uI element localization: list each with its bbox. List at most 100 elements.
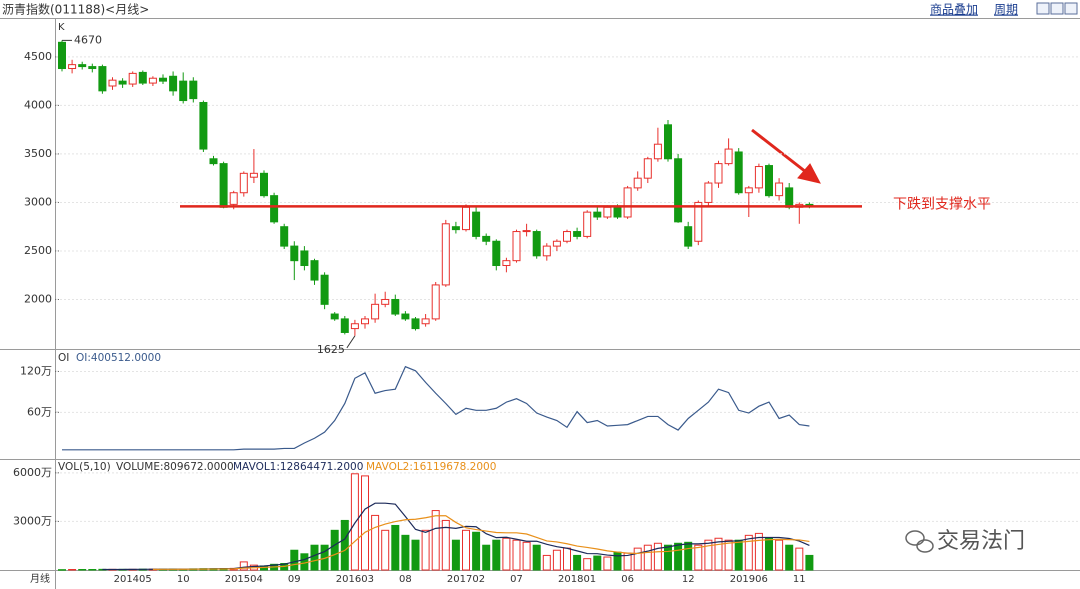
candle-body bbox=[159, 77, 167, 82]
frame bbox=[0, 18, 1080, 589]
candle-body bbox=[229, 192, 238, 205]
y-tick-label: 3000 bbox=[24, 195, 52, 208]
y-tick-label: 4500 bbox=[24, 50, 52, 63]
candle-body bbox=[583, 211, 592, 237]
candle-body bbox=[189, 80, 198, 100]
header-bar bbox=[0, 0, 1080, 18]
candle-body bbox=[694, 201, 703, 242]
volume-bar bbox=[744, 534, 753, 571]
y-tick-label: 6000万 bbox=[13, 466, 52, 479]
candle-body bbox=[148, 77, 157, 84]
candle-body bbox=[199, 101, 208, 150]
candle-body bbox=[532, 231, 541, 257]
candle-body bbox=[724, 148, 733, 165]
overlay-link[interactable]: 商品叠加 bbox=[930, 2, 978, 17]
volume-bar bbox=[472, 531, 481, 571]
candle-body bbox=[472, 211, 481, 237]
volume-bar bbox=[482, 544, 491, 571]
x-tick-label: 08 bbox=[399, 574, 412, 585]
arrow-head bbox=[797, 163, 821, 184]
x-tick-label: 201801 bbox=[558, 574, 596, 585]
x-tick-label: 11 bbox=[793, 574, 806, 585]
candle-body bbox=[219, 163, 228, 208]
arrow-shaft bbox=[751, 128, 807, 174]
y-tick-label: 3500 bbox=[24, 147, 52, 160]
button[interactable] bbox=[1036, 2, 1050, 15]
volume-bar bbox=[714, 537, 723, 571]
candle-body bbox=[179, 80, 188, 102]
volume-bar bbox=[593, 555, 602, 571]
volume-bar bbox=[411, 539, 420, 571]
x-tick-label: 201906 bbox=[730, 574, 768, 585]
legend-entry: MAVOL2:16119678.2000 bbox=[366, 461, 496, 473]
icon bbox=[905, 530, 925, 546]
candle-body bbox=[593, 211, 602, 218]
candle-body bbox=[58, 41, 66, 70]
candle-body bbox=[138, 71, 147, 84]
low-label: 1625 bbox=[317, 343, 345, 356]
period-link[interactable]: 周期 bbox=[994, 3, 1018, 17]
volume-bar bbox=[664, 544, 672, 571]
volume-bar bbox=[694, 544, 703, 571]
volume-bar bbox=[542, 554, 551, 571]
candle-body bbox=[128, 72, 137, 85]
x-tick-label: 12 bbox=[682, 574, 695, 585]
button[interactable] bbox=[1064, 2, 1078, 15]
volume-bar bbox=[68, 569, 77, 571]
volume-bar bbox=[603, 556, 612, 571]
volume-bar bbox=[401, 534, 410, 571]
candle-body bbox=[290, 245, 299, 262]
candle-body bbox=[118, 80, 127, 85]
candle-body bbox=[664, 124, 672, 160]
x-tick-label: 201603 bbox=[336, 574, 374, 585]
volume-bar bbox=[563, 547, 571, 571]
volume-bar bbox=[421, 529, 430, 571]
y-tick-label: 120万 bbox=[20, 364, 52, 377]
y-tick-label: 3000万 bbox=[13, 514, 52, 527]
candle-body bbox=[603, 206, 612, 218]
volume-bar bbox=[310, 544, 319, 571]
candle-body bbox=[260, 172, 268, 197]
volume-bar bbox=[78, 569, 87, 571]
candle-body bbox=[169, 75, 178, 92]
y-tick-label: 2000 bbox=[24, 292, 52, 305]
candle-body bbox=[522, 230, 531, 233]
volume-bar bbox=[512, 539, 521, 571]
x-tick-label: 10 bbox=[177, 574, 190, 585]
candle-body bbox=[482, 235, 491, 242]
candle-body bbox=[249, 172, 258, 178]
candle-body bbox=[754, 166, 763, 189]
window-buttons[interactable] bbox=[1036, 2, 1078, 15]
candle-body bbox=[320, 274, 329, 305]
volume-bar bbox=[785, 544, 794, 571]
series-line bbox=[62, 365, 810, 451]
volume-bar bbox=[350, 473, 359, 571]
candle-body bbox=[674, 158, 683, 223]
series-line bbox=[152, 515, 810, 570]
x-tick-label: 07 bbox=[510, 574, 523, 585]
volume-bar bbox=[724, 539, 733, 571]
watermark-icon bbox=[905, 530, 934, 553]
candle-body bbox=[563, 231, 571, 242]
volume-bar bbox=[643, 544, 652, 571]
candle-body bbox=[492, 240, 501, 267]
volume-bar bbox=[492, 539, 501, 571]
annotation: 下跌到支撑水平 bbox=[893, 196, 991, 212]
candle-body bbox=[350, 323, 359, 330]
volume-bar bbox=[502, 537, 511, 571]
button[interactable] bbox=[1050, 2, 1064, 15]
volume-bar bbox=[633, 547, 642, 571]
volume-bar bbox=[462, 529, 470, 571]
candle-body bbox=[462, 206, 470, 231]
candle-body bbox=[361, 318, 369, 325]
watermark: 交易法门 bbox=[937, 529, 1025, 554]
candle-body bbox=[391, 298, 400, 315]
candle-body bbox=[502, 260, 511, 267]
y-tick-label: 4000 bbox=[24, 98, 52, 111]
candle-body bbox=[744, 187, 753, 194]
candle-body bbox=[270, 195, 279, 223]
candle-body bbox=[765, 165, 773, 197]
x-tick-label: 201405 bbox=[114, 574, 152, 585]
candle-body bbox=[441, 223, 450, 286]
